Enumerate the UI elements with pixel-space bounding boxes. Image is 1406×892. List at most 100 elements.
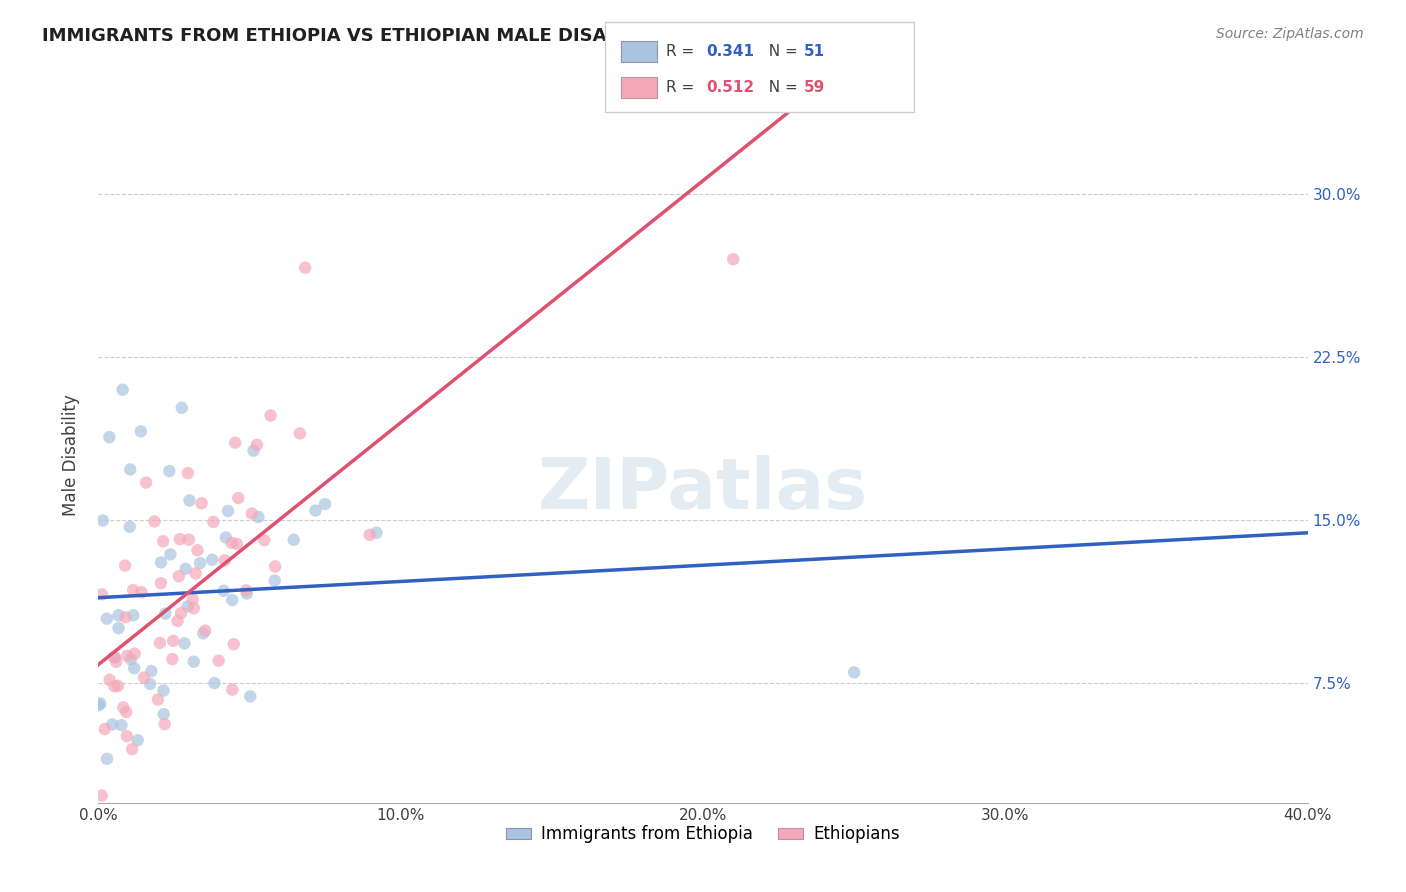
Point	[193, 626, 215, 640]
Point	[150, 555, 173, 569]
Point	[135, 475, 157, 490]
Point	[101, 717, 124, 731]
Point	[288, 426, 311, 441]
Point	[183, 601, 205, 615]
Point	[212, 583, 235, 598]
Point	[87, 698, 110, 713]
Point	[224, 435, 246, 450]
Point	[103, 679, 125, 693]
Point	[236, 586, 259, 600]
Point	[159, 548, 181, 562]
Point	[207, 654, 229, 668]
Text: 59: 59	[804, 80, 825, 95]
Point	[118, 520, 141, 534]
Point	[98, 430, 121, 444]
Point	[294, 260, 316, 275]
Point	[122, 608, 145, 623]
Point	[188, 556, 211, 570]
Point	[170, 606, 193, 620]
Point	[105, 655, 128, 669]
Point	[215, 531, 238, 545]
Point	[226, 537, 249, 551]
Text: R =: R =	[666, 45, 700, 59]
Point	[91, 514, 114, 528]
Point	[167, 569, 190, 583]
Point	[157, 464, 180, 478]
Point	[122, 582, 145, 597]
Point	[214, 553, 236, 567]
Point	[131, 585, 153, 599]
Point	[359, 527, 381, 541]
Point	[177, 466, 200, 480]
Point	[222, 637, 245, 651]
Point	[179, 493, 201, 508]
Point	[190, 496, 212, 510]
Point	[122, 661, 145, 675]
Text: Source: ZipAtlas.com: Source: ZipAtlas.com	[1216, 27, 1364, 41]
Point	[177, 533, 200, 547]
Point	[844, 665, 866, 680]
Point	[115, 705, 138, 719]
Text: 0.512: 0.512	[706, 80, 754, 95]
Point	[253, 533, 276, 548]
Point	[152, 534, 174, 549]
Point	[723, 252, 745, 267]
Point	[221, 536, 243, 550]
Point	[139, 677, 162, 691]
Point	[217, 504, 239, 518]
Point	[90, 587, 112, 601]
Point	[170, 401, 193, 415]
Point	[107, 608, 129, 623]
Point	[181, 592, 204, 607]
Text: 0.341: 0.341	[706, 45, 754, 59]
Point	[89, 697, 111, 711]
Point	[120, 462, 142, 476]
Point	[173, 636, 195, 650]
Point	[96, 612, 118, 626]
Point	[107, 621, 129, 635]
Point	[283, 533, 305, 547]
Point	[194, 624, 217, 638]
Point	[111, 383, 134, 397]
Point	[204, 676, 226, 690]
Point	[110, 718, 132, 732]
Point	[242, 443, 264, 458]
Point	[155, 607, 177, 621]
Point	[141, 664, 163, 678]
Point	[127, 733, 149, 747]
Point	[226, 491, 249, 505]
Point	[314, 497, 336, 511]
Point	[221, 593, 243, 607]
Point	[186, 543, 208, 558]
Point	[240, 507, 263, 521]
Point	[260, 409, 283, 423]
Point	[239, 690, 262, 704]
Point	[149, 576, 172, 591]
Point	[124, 647, 146, 661]
Point	[176, 599, 198, 614]
Point	[304, 503, 326, 517]
Point	[152, 707, 174, 722]
Point	[153, 717, 176, 731]
Point	[90, 789, 112, 803]
Point	[263, 574, 285, 588]
Point	[247, 510, 270, 524]
Text: N =: N =	[759, 45, 803, 59]
Point	[112, 700, 135, 714]
Point	[146, 692, 169, 706]
Point	[117, 648, 139, 663]
Text: IMMIGRANTS FROM ETHIOPIA VS ETHIOPIAN MALE DISABILITY CORRELATION CHART: IMMIGRANTS FROM ETHIOPIA VS ETHIOPIAN MA…	[42, 27, 891, 45]
Point	[93, 722, 115, 736]
Point	[98, 673, 121, 687]
Text: 51: 51	[804, 45, 825, 59]
Point	[264, 559, 287, 574]
Point	[121, 742, 143, 756]
Point	[183, 655, 205, 669]
Point	[120, 652, 142, 666]
Point	[114, 558, 136, 573]
Point	[184, 566, 207, 581]
Point	[104, 650, 127, 665]
Point	[162, 633, 184, 648]
Point	[132, 671, 155, 685]
Point	[174, 562, 197, 576]
